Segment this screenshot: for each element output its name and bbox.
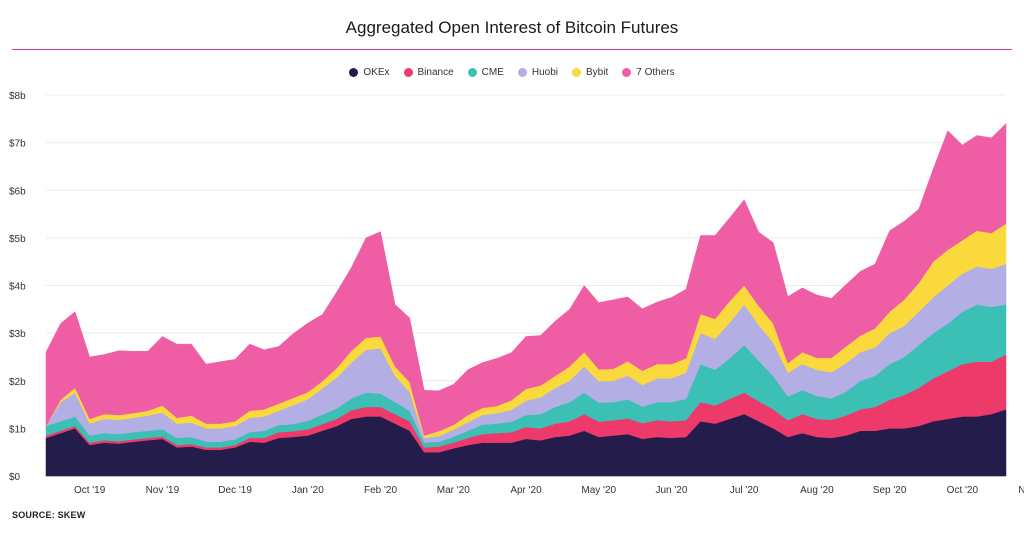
x-tick-label: Jun '20: [655, 485, 687, 496]
legend-label: Huobi: [531, 67, 559, 78]
y-tick-label: $5b: [9, 234, 26, 245]
y-axis: $0 $1b $2b $3b $4b $5b $6b $7b $8b: [9, 91, 26, 483]
legend-label: CME: [481, 67, 504, 78]
x-tick-label: Dec '19: [218, 485, 252, 496]
y-tick-label: $7b: [9, 139, 26, 150]
x-tick-label: Oct '20: [947, 485, 979, 496]
x-tick-label: Jul '20: [730, 485, 759, 496]
y-tick-label: $6b: [9, 186, 26, 197]
legend-swatch: [517, 68, 527, 77]
legend-swatch: [622, 68, 632, 77]
source-note: SOURCE: SKEW: [12, 510, 86, 520]
y-tick-label: $8b: [9, 91, 26, 102]
y-tick-label: $1b: [9, 424, 26, 435]
chart-title: Aggregated Open Interest of Bitcoin Futu…: [345, 18, 679, 37]
y-tick-label: $0: [9, 472, 21, 483]
legend-item-okex: OKEx: [349, 67, 390, 78]
legend-label: OKEx: [363, 67, 390, 78]
legend-item-cme: CME: [467, 67, 504, 78]
x-tick-label: Jan '20: [292, 485, 324, 496]
legend: OKEx Binance CME Huobi Bybit 7 Others: [0, 67, 1024, 78]
x-tick-label: Mar '20: [437, 485, 470, 496]
y-tick-label: $4b: [9, 282, 26, 293]
legend-label: Binance: [417, 67, 454, 78]
title-divider: [12, 49, 1012, 50]
x-tick-label: Aug '20: [800, 485, 834, 496]
x-tick-label: May '20: [581, 485, 616, 496]
legend-swatch: [572, 68, 582, 77]
legend-label: 7 Others: [636, 67, 675, 78]
legend-swatch: [467, 68, 477, 77]
x-tick-label: Oct '19: [74, 485, 106, 496]
legend-item-bybit: Bybit: [572, 67, 608, 78]
legend-label: Bybit: [586, 67, 609, 78]
x-tick-label: Nov '20: [1018, 485, 1024, 496]
x-tick-label: Sep '20: [873, 485, 907, 496]
series-areas: [45, 122, 1007, 477]
y-tick-label: $2b: [9, 377, 26, 388]
x-axis: Oct '19 Nov '19 Dec '19 Jan '20 Feb '20 Mar '…: [74, 485, 1024, 496]
legend-swatch: [349, 68, 359, 77]
legend-swatch: [403, 68, 413, 77]
legend-item-huobi: Huobi: [517, 67, 559, 78]
x-tick-label: Nov '19: [146, 485, 180, 496]
legend-item-binance: Binance: [403, 67, 454, 78]
area-7-others: [45, 122, 1007, 436]
x-tick-label: Feb '20: [364, 485, 397, 496]
legend-item-others: 7 Others: [622, 67, 675, 78]
x-tick-label: Apr '20: [510, 485, 542, 496]
y-tick-label: $3b: [9, 329, 26, 340]
